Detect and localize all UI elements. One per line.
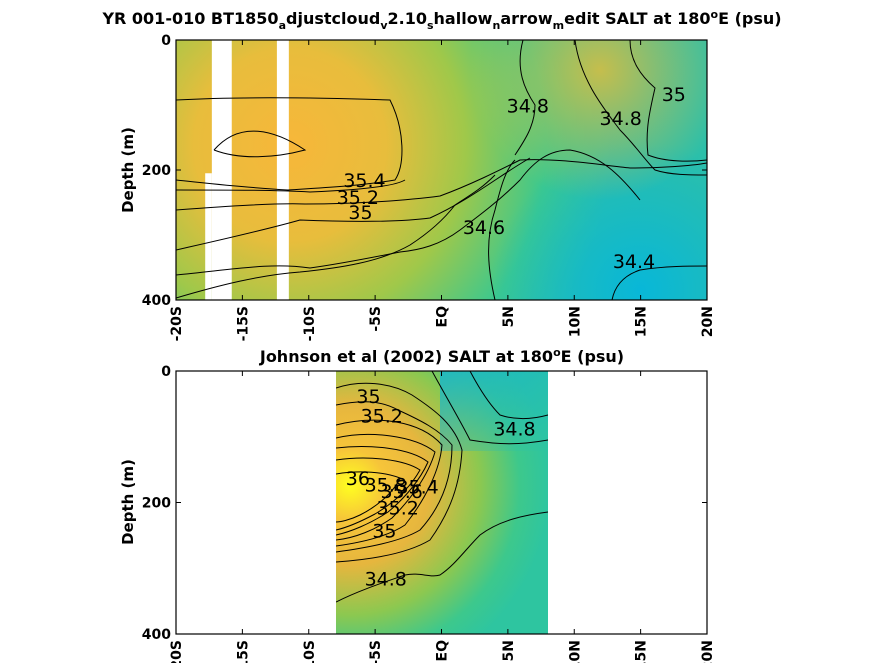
contour-line: [176, 179, 406, 193]
contour-line: [488, 159, 516, 300]
x-tick-label: -10S: [302, 640, 318, 663]
title-part: n: [492, 19, 500, 32]
title-part: arrow: [500, 9, 553, 28]
contour-line: [176, 174, 496, 299]
contour-label: 36: [346, 468, 370, 490]
contour-line: [431, 371, 548, 445]
title-part: 2.10: [387, 9, 426, 28]
contour-line: [336, 433, 436, 541]
contour-label: 35.4: [343, 170, 385, 192]
missing-data-column: [205, 173, 212, 300]
contour-label: 35.6: [381, 481, 423, 503]
contour-line: [574, 40, 707, 176]
contour-line: [336, 401, 453, 553]
title-part: djustcloud: [286, 9, 380, 28]
contour-line: [336, 457, 421, 531]
y-tick-label: 400: [142, 627, 171, 643]
contour-label: 35.4: [396, 477, 438, 499]
x-tick-label: 5N: [501, 306, 517, 327]
y-tick-label: 200: [142, 163, 171, 179]
bottom-contour-lines: [336, 371, 548, 603]
x-tick-label: 20N: [700, 306, 716, 337]
top-axis-ticks: -20S -15S -10S -5S EQ 5N 10N 15N 20N 0 200 400: [142, 33, 716, 341]
bottom-axis-ticks: -20S -15S -10S -5S EQ 5N 10N 15N 20N 0 200 400: [142, 364, 716, 663]
bottom-chart-title: Johnson et al (2002) SALT at 180oE (psu): [259, 346, 624, 366]
contour-label: 34.6: [463, 217, 505, 239]
contour-line: [336, 382, 463, 563]
x-tick-label: -5S: [368, 306, 384, 332]
contour-label: 35: [348, 202, 372, 224]
y-tick-label: 200: [142, 496, 171, 512]
title-part: v: [380, 19, 388, 32]
contour-label: 34.4: [613, 251, 655, 273]
missing-data-column: [211, 40, 232, 300]
x-tick-label: -20S: [169, 306, 185, 341]
contour-label: 35: [372, 521, 396, 543]
x-tick-label: -15S: [235, 640, 251, 663]
top-contour-lines: [176, 40, 707, 300]
x-tick-label: 10N: [567, 640, 583, 663]
y-tick-label: 0: [161, 33, 171, 49]
x-tick-label: 15N: [634, 640, 650, 663]
bottom-salinity-field: [336, 371, 548, 634]
x-tick-label: 5N: [501, 640, 517, 661]
contour-line: [176, 149, 641, 276]
x-tick-label: -15S: [235, 306, 251, 341]
x-tick-label: -10S: [302, 306, 318, 341]
title-part: E (psu): [718, 9, 782, 28]
y-tick-label: 400: [142, 293, 171, 309]
x-tick-label: -20S: [169, 640, 185, 663]
x-tick-label: EQ: [435, 640, 451, 662]
title-part: o: [553, 346, 561, 359]
title-part: a: [279, 19, 286, 32]
contour-label: 34.8: [507, 95, 549, 117]
title-part: s: [427, 19, 434, 32]
top-missing-data-columns: [205, 40, 289, 300]
title-part: E (psu): [561, 347, 625, 366]
contour-label: 35.2: [377, 498, 419, 520]
contour-label: 35: [356, 386, 380, 408]
contour-label: 35.2: [361, 406, 403, 428]
title-part: YR 001-010 BT1850: [101, 9, 278, 28]
contour-label: 34.8: [365, 569, 407, 591]
top-y-axis-label: Depth (m): [119, 127, 137, 213]
contour-line: [629, 40, 707, 162]
title-part: edit SALT at 180: [564, 9, 710, 28]
contour-line: [336, 511, 548, 603]
contour-line: [611, 265, 707, 300]
title-part: hallow: [434, 9, 493, 28]
contour-line: [176, 157, 531, 251]
x-tick-label: EQ: [435, 306, 451, 328]
x-tick-label: 10N: [567, 306, 583, 337]
title-part: o: [711, 8, 719, 21]
contour-label: 35.8: [365, 475, 407, 497]
bottom-y-axis-label: Depth (m): [119, 459, 137, 545]
contour-label: 34.8: [493, 419, 535, 441]
top-salinity-field: [176, 40, 707, 300]
contour-line: [176, 159, 707, 211]
contour-line: [176, 97, 403, 191]
contour-line: [514, 40, 536, 156]
x-tick-label: 20N: [700, 640, 716, 663]
missing-data-column: [276, 40, 289, 300]
contour-label: 35: [662, 84, 686, 106]
title-part: m: [553, 19, 564, 32]
contour-label: 34.8: [600, 108, 642, 130]
contour-line: [336, 419, 443, 547]
contour-label: 35.2: [337, 187, 379, 209]
x-tick-label: 15N: [634, 306, 650, 337]
title-part: Johnson et al (2002) SALT at 180: [259, 347, 553, 366]
top-chart-title: YR 001-010 BT1850adjustcloudv2.10shallow…: [101, 8, 781, 32]
x-tick-label: -5S: [368, 640, 384, 663]
contour-line: [336, 471, 401, 523]
contour-line: [469, 371, 548, 420]
contour-line: [336, 446, 429, 536]
contour-line: [213, 130, 307, 158]
y-tick-label: 0: [161, 364, 171, 380]
